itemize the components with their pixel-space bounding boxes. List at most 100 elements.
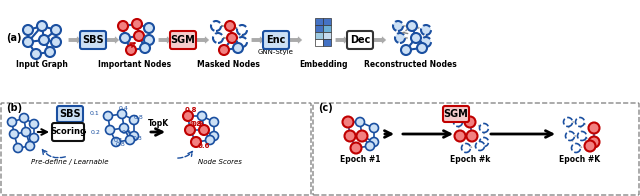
Circle shape: [351, 142, 362, 153]
Circle shape: [454, 131, 465, 142]
Circle shape: [589, 122, 600, 133]
Circle shape: [23, 25, 33, 35]
Circle shape: [411, 33, 421, 43]
Circle shape: [589, 136, 600, 148]
Circle shape: [465, 116, 476, 128]
Circle shape: [342, 116, 353, 128]
Text: 0.8: 0.8: [133, 114, 143, 120]
FancyBboxPatch shape: [347, 31, 373, 49]
Circle shape: [129, 115, 138, 124]
FancyBboxPatch shape: [57, 106, 83, 122]
Text: 0.2: 0.2: [91, 131, 101, 135]
Circle shape: [476, 142, 484, 151]
Circle shape: [45, 47, 55, 57]
Text: Epoch #1: Epoch #1: [340, 155, 380, 164]
Circle shape: [134, 31, 144, 41]
Circle shape: [191, 137, 201, 147]
Circle shape: [106, 125, 115, 134]
Circle shape: [29, 120, 38, 129]
Circle shape: [185, 125, 195, 135]
Text: 0.9: 0.9: [192, 121, 204, 127]
Circle shape: [461, 143, 470, 152]
FancyArrow shape: [335, 35, 349, 45]
Text: Dec: Dec: [350, 35, 370, 45]
FancyArrow shape: [373, 35, 387, 45]
Circle shape: [37, 21, 47, 31]
FancyArrow shape: [106, 35, 120, 45]
Text: (a): (a): [6, 33, 22, 43]
Circle shape: [566, 132, 575, 141]
Circle shape: [417, 43, 427, 53]
Circle shape: [29, 133, 38, 142]
Text: 0.8: 0.8: [189, 121, 202, 127]
FancyBboxPatch shape: [443, 106, 469, 122]
Text: (b): (b): [6, 103, 22, 113]
Text: 0.1: 0.1: [90, 111, 100, 115]
Circle shape: [22, 128, 31, 136]
Circle shape: [225, 21, 235, 31]
Circle shape: [479, 138, 488, 146]
Text: 0.1: 0.1: [114, 138, 124, 142]
Circle shape: [144, 23, 154, 33]
Bar: [323, 39, 331, 46]
Circle shape: [219, 45, 229, 55]
Circle shape: [572, 143, 580, 152]
Circle shape: [8, 117, 17, 126]
Circle shape: [421, 37, 431, 47]
Text: Scoring: Scoring: [50, 128, 86, 136]
Circle shape: [120, 33, 130, 43]
Circle shape: [39, 35, 49, 45]
FancyBboxPatch shape: [80, 31, 106, 49]
Text: 0.8: 0.8: [185, 107, 197, 113]
Circle shape: [209, 132, 218, 141]
FancyBboxPatch shape: [263, 31, 289, 49]
Circle shape: [51, 25, 61, 35]
FancyArrow shape: [251, 35, 265, 45]
Circle shape: [118, 21, 128, 31]
Circle shape: [467, 131, 477, 142]
Circle shape: [233, 43, 243, 53]
Circle shape: [237, 25, 247, 35]
Circle shape: [209, 117, 218, 126]
Circle shape: [118, 110, 127, 119]
Circle shape: [183, 111, 193, 121]
FancyArrow shape: [196, 35, 210, 45]
Circle shape: [369, 138, 378, 146]
Circle shape: [13, 143, 22, 152]
Circle shape: [129, 132, 138, 141]
Text: GNN-Style: GNN-Style: [258, 49, 294, 55]
Circle shape: [23, 37, 33, 47]
Circle shape: [395, 33, 405, 43]
Text: Reconstructed Nodes: Reconstructed Nodes: [364, 60, 456, 68]
Circle shape: [369, 123, 378, 132]
Circle shape: [237, 37, 247, 47]
Text: Important Nodes: Important Nodes: [99, 60, 172, 68]
Circle shape: [132, 19, 142, 29]
Circle shape: [577, 132, 586, 141]
Circle shape: [563, 117, 573, 126]
Circle shape: [211, 21, 221, 31]
Circle shape: [355, 117, 365, 126]
Text: TopK: TopK: [147, 120, 168, 129]
Bar: [323, 32, 331, 39]
Circle shape: [111, 138, 120, 146]
Circle shape: [140, 43, 150, 53]
Circle shape: [126, 45, 136, 55]
Circle shape: [199, 125, 209, 135]
Circle shape: [356, 131, 367, 142]
Text: Enc: Enc: [266, 35, 285, 45]
Circle shape: [31, 49, 41, 59]
Bar: [323, 25, 331, 32]
Bar: [315, 32, 323, 39]
Circle shape: [365, 142, 374, 151]
FancyBboxPatch shape: [52, 123, 84, 141]
Text: SBS: SBS: [82, 35, 104, 45]
Bar: [315, 39, 323, 46]
Circle shape: [575, 117, 584, 126]
Circle shape: [479, 123, 488, 132]
Circle shape: [227, 33, 237, 43]
Circle shape: [51, 37, 61, 47]
Text: 0.4: 0.4: [119, 105, 129, 111]
Text: SGM: SGM: [171, 35, 195, 45]
Text: Epoch #k: Epoch #k: [450, 155, 490, 164]
